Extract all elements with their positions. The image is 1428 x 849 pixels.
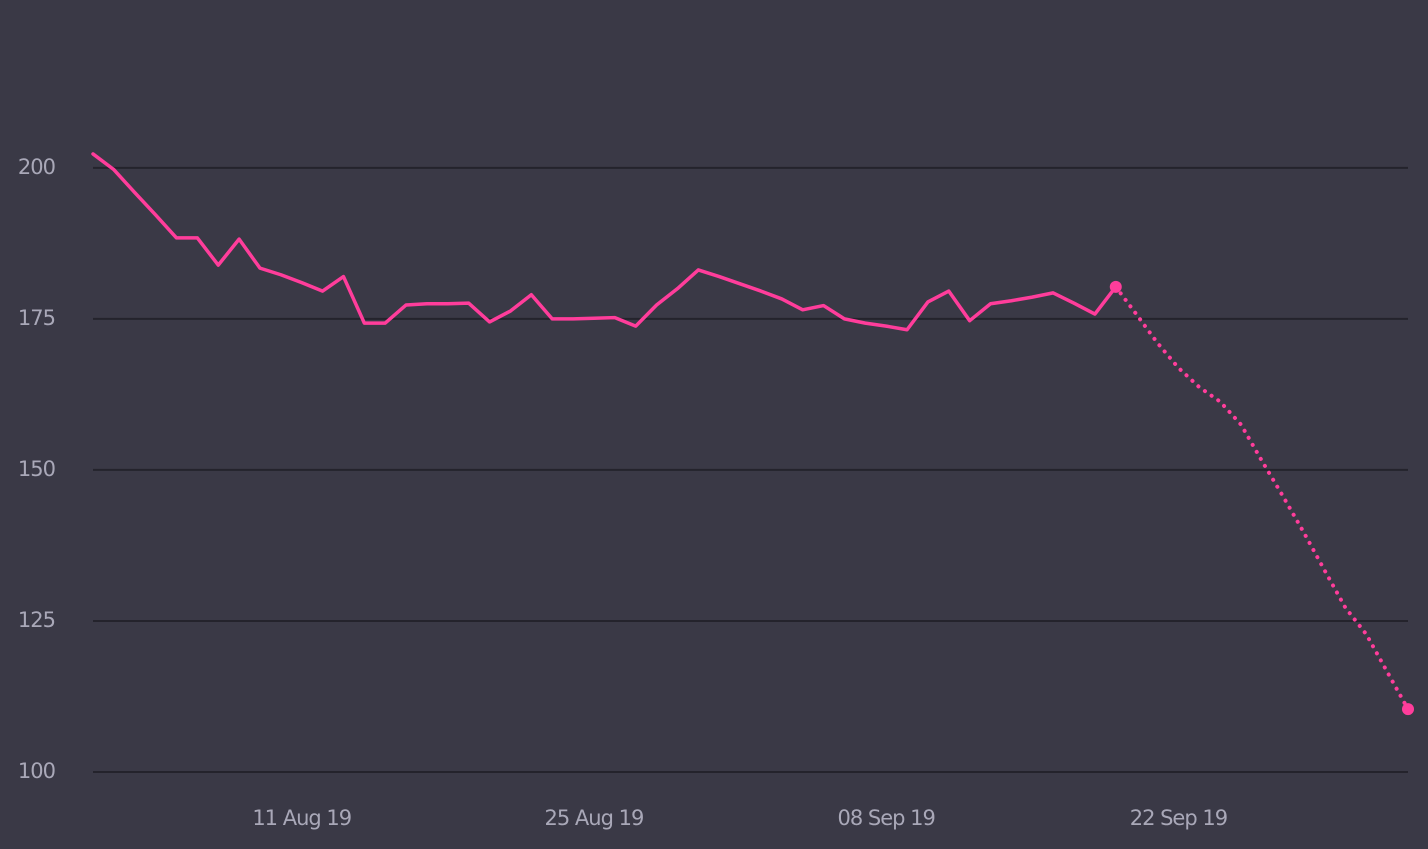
y-tick-label: 125 (18, 608, 55, 632)
end-marker (1109, 280, 1122, 293)
x-tick-label: 25 Aug 19 (545, 806, 644, 830)
y-tick-label: 150 (18, 457, 55, 481)
y-tick-label: 100 (18, 759, 55, 783)
x-tick-label: 08 Sep 19 (837, 806, 934, 830)
y-tick-label: 200 (18, 155, 55, 179)
x-tick-label: 22 Sep 19 (1130, 806, 1227, 830)
end-marker (1402, 703, 1414, 716)
series-line (1113, 284, 1410, 712)
y-tick-label: 175 (18, 306, 55, 330)
x-tick-label: 11 Aug 19 (252, 806, 351, 830)
series-line (91, 152, 1118, 332)
